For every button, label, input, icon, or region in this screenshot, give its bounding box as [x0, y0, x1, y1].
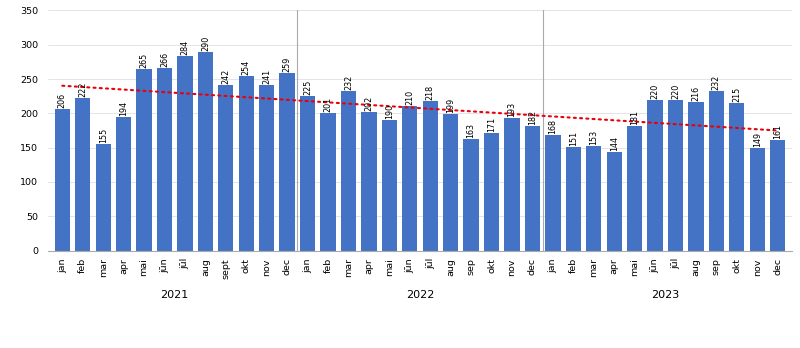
Bar	[54, 109, 70, 251]
Bar	[586, 145, 602, 251]
Text: 202: 202	[365, 96, 374, 111]
Text: 259: 259	[282, 56, 292, 72]
Bar	[688, 102, 703, 251]
Bar	[382, 120, 397, 251]
Text: 155: 155	[98, 128, 108, 143]
Bar	[770, 140, 786, 251]
Text: 210: 210	[406, 90, 414, 105]
Bar	[545, 135, 561, 251]
Text: 171: 171	[487, 117, 496, 132]
Text: 153: 153	[590, 129, 598, 144]
Text: 241: 241	[262, 69, 271, 84]
Bar	[218, 85, 234, 251]
Text: 218: 218	[426, 85, 434, 100]
Bar	[504, 118, 520, 251]
Bar	[484, 133, 499, 251]
Bar	[627, 126, 642, 251]
Text: 144: 144	[610, 136, 618, 151]
Text: 220: 220	[650, 84, 659, 98]
Text: 232: 232	[344, 75, 353, 90]
Text: 232: 232	[712, 75, 721, 90]
Text: 2022: 2022	[406, 290, 434, 300]
Text: 215: 215	[732, 87, 742, 102]
Text: 190: 190	[385, 104, 394, 119]
Bar	[137, 69, 152, 251]
Bar	[606, 152, 622, 251]
Bar	[95, 144, 111, 251]
Text: 290: 290	[201, 35, 210, 50]
Text: 265: 265	[139, 53, 149, 68]
Text: 194: 194	[119, 101, 128, 117]
Text: 206: 206	[58, 93, 67, 108]
Bar	[647, 100, 662, 251]
Text: 151: 151	[569, 131, 578, 146]
Bar	[157, 68, 172, 251]
Bar	[362, 112, 377, 251]
Bar	[729, 103, 745, 251]
Text: 2021: 2021	[161, 290, 189, 300]
Text: 182: 182	[528, 110, 537, 125]
Text: 193: 193	[507, 102, 517, 117]
Text: 163: 163	[466, 123, 475, 138]
Bar	[198, 52, 213, 251]
Bar	[709, 92, 724, 251]
Text: 199: 199	[446, 98, 455, 113]
Bar	[402, 106, 418, 251]
Text: 216: 216	[691, 86, 701, 101]
Text: 149: 149	[753, 132, 762, 147]
Text: 266: 266	[160, 52, 169, 67]
Text: 254: 254	[242, 60, 250, 75]
Bar	[75, 98, 90, 251]
Bar	[259, 85, 274, 251]
Bar	[238, 76, 254, 251]
Bar	[279, 73, 295, 251]
Text: 220: 220	[671, 84, 680, 98]
Bar	[525, 126, 540, 251]
Bar	[320, 113, 336, 251]
Bar	[443, 114, 458, 251]
Text: 222: 222	[78, 82, 87, 97]
Bar	[668, 100, 683, 251]
Text: 168: 168	[548, 119, 558, 134]
Bar	[463, 139, 478, 251]
Text: 242: 242	[222, 68, 230, 84]
Text: 2023: 2023	[651, 290, 679, 300]
Text: 161: 161	[773, 124, 782, 139]
Bar	[300, 96, 315, 251]
Text: 181: 181	[630, 110, 639, 125]
Bar	[116, 118, 131, 251]
Bar	[341, 92, 356, 251]
Bar	[178, 56, 193, 251]
Bar	[566, 147, 581, 251]
Text: 284: 284	[181, 40, 190, 55]
Text: 225: 225	[303, 80, 312, 95]
Text: 201: 201	[323, 96, 333, 112]
Bar	[750, 148, 765, 251]
Bar	[422, 101, 438, 251]
